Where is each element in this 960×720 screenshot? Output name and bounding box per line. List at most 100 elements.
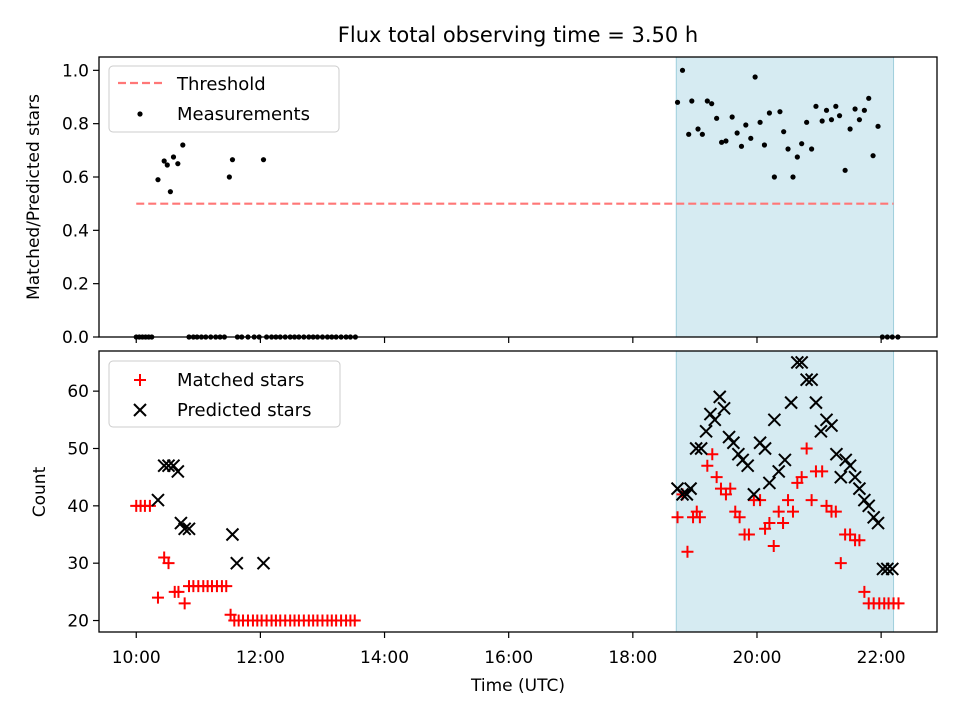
measurement-point [734,130,740,136]
matched-star-point [151,591,164,604]
matched-star-point [892,597,905,610]
x-tick-label: 12:00 [236,648,285,668]
predicted-star-point [713,390,727,404]
predicted-star-point [790,355,805,370]
matched-star-point [763,517,776,530]
measurement-point [723,138,729,144]
measurement-point [695,126,701,132]
predicted-star-point [177,522,192,536]
matched-star-point [706,448,719,461]
predicted-star-point [880,562,895,576]
predicted-star-point [809,395,823,410]
matched-star-point [143,499,156,512]
matched-star-point [829,505,842,518]
measurement-point [689,98,695,104]
matched-star-point [858,585,871,598]
measurement-point [260,157,267,163]
matched-star-point [816,465,829,478]
matched-star-point [786,505,799,518]
bottom-y-tick-label: 30 [67,554,89,574]
predicted-star-point [862,499,876,513]
measurement-point [752,74,758,80]
top-y-tick-label: 0.4 [62,221,89,241]
measurement-point [719,139,725,145]
measurement-point [856,117,863,123]
matched-star-point [805,494,818,507]
top-y-ticks: 0.0 0.2 0.4 0.6 0.8 1.0 [62,61,99,348]
matched-star-point [710,471,723,484]
predicted-star-point [885,562,900,576]
measurement-point [686,131,692,137]
predicted-star-point [174,516,188,530]
legend-measurements-label: Measurements [177,104,310,125]
predicted-star-point [161,458,176,473]
predicted-star-point [747,487,761,502]
measurement-point [766,110,773,116]
measurement-point [738,143,745,149]
predicted-star-point [829,447,844,461]
measurement-point [852,106,858,112]
measurement-point [870,153,876,159]
bottom-panel: 20 30 40 50 60 10:00 12:00 14:00 16:00 18:00 20:0… [30,350,938,696]
measurement-point [748,135,754,141]
top-axes-frame [98,56,938,338]
predicted-star-point [852,481,867,496]
bottom-series-group [130,355,905,627]
measurement-point [674,99,681,105]
measurement-point [170,154,177,160]
matched-star-point [172,585,185,598]
measurement-point [875,123,881,129]
legend-matched-label: Matched stars [177,370,304,391]
predicted-star-point [683,481,698,496]
measurement-point [729,114,735,120]
x-tick-label: 22:00 [857,648,906,668]
chart-title: Flux total observing time = 3.50 h [338,23,698,47]
predicted-star-point [778,453,792,467]
bottom-y-tick-label: 40 [67,497,89,517]
top-panel: 0.0 0.2 0.4 0.6 0.8 1.0 Matched/Predicted sta… [24,56,938,348]
predicted-star-point [699,424,713,438]
measurement-point [704,98,710,104]
matched-star-point [671,511,684,524]
matched-star-point [724,482,737,495]
predicted-star-point [799,372,814,387]
predicted-star-point [675,487,690,502]
measurement-point [229,157,236,163]
top-y-tick-label: 1.0 [62,61,89,81]
matched-star-point [772,505,785,518]
measurement-point [180,142,186,148]
measurement-point [836,113,843,119]
measurement-point [679,67,686,73]
measurement-point [761,142,768,148]
measurement-point [164,162,170,168]
measurement-point [794,154,800,160]
matched-star-point [767,539,780,552]
bottom-x-ticks: 10:00 12:00 14:00 16:00 18:00 20:00 22:00 [112,632,906,668]
x-axis-label: Time (UTC) [470,676,565,696]
bottom-legend-box [108,360,341,428]
matched-star-point [693,511,706,524]
predicted-star-point [772,464,786,479]
top-legend: Threshold Measurements [108,65,340,133]
matched-star-point [777,517,790,530]
predicted-star-point [794,355,809,370]
measurement-point [781,129,787,135]
measurement-point [833,103,839,109]
predicted-star-point [689,441,703,456]
bottom-y-axis-label: Count [30,466,50,517]
measurement-point [226,174,232,180]
measurement-point [777,109,783,115]
predicted-star-point [182,522,196,536]
bottom-y-tick-label: 50 [67,439,89,459]
measurement-point [790,174,796,180]
legend-threshold-label: Threshold [176,74,266,95]
x-tick-label: 10:00 [112,648,161,668]
x-tick-label: 14:00 [360,648,409,668]
matched-star-point [681,545,694,558]
measurement-point [175,161,181,167]
measurement-point [866,95,872,101]
top-x-ticks [135,337,882,343]
bottom-y-tick-label: 20 [67,612,89,632]
measurement-point [804,119,810,125]
